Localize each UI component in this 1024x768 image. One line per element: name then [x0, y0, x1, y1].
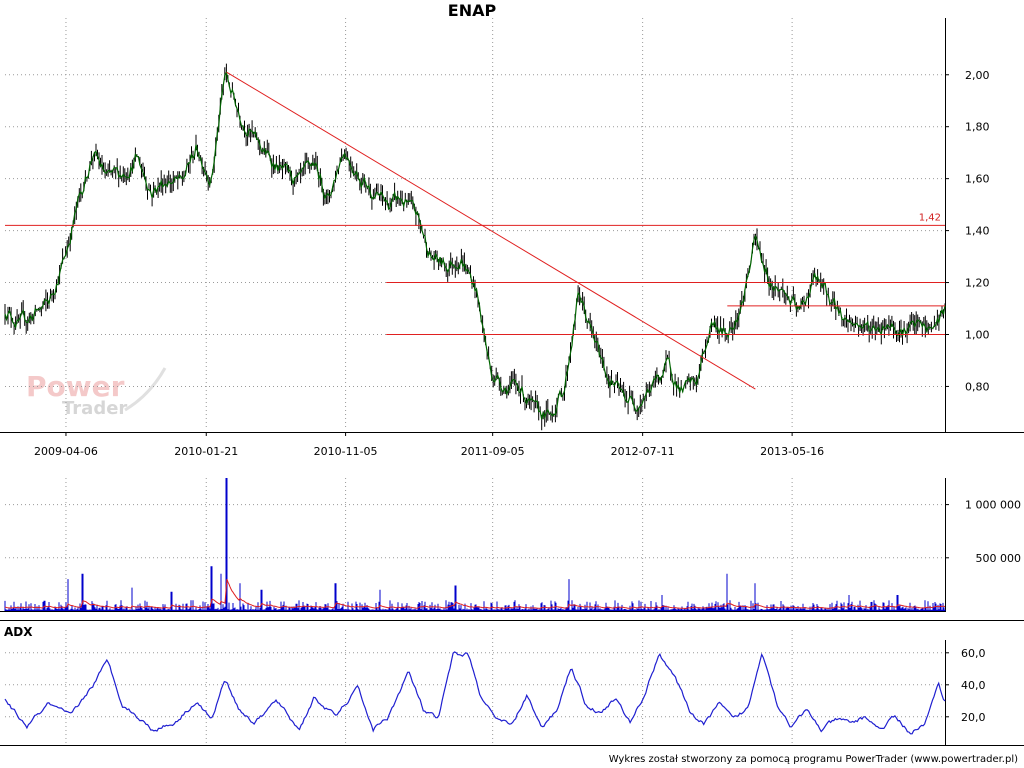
- panel-frames: [0, 18, 1024, 746]
- adx-line: [4, 651, 946, 735]
- price-x-axis: 2009-04-06 2010-01-21 2010-11-05 2011-09-05…: [34, 432, 824, 458]
- trend-line: [226, 71, 756, 390]
- price-panel: [4, 63, 946, 431]
- y-tick-label: 500 000: [976, 552, 1022, 565]
- volume-average-line: [4, 579, 946, 610]
- adx-panel: [4, 651, 946, 735]
- volume-y-axis: 500 000 1 000 000: [945, 499, 1021, 565]
- adx-title: ADX: [4, 625, 33, 639]
- footer-credit: Wykres został stworzony za pomocą progra…: [609, 754, 1018, 765]
- price-candles: [4, 63, 946, 431]
- logo-word-power: Power: [26, 370, 125, 403]
- y-tick-label: 1,00: [965, 328, 990, 341]
- y-tick-label: 1,60: [965, 173, 990, 186]
- x-tick-label: 2012-07-11: [611, 445, 675, 458]
- x-tick-label: 2010-11-05: [314, 445, 378, 458]
- volume-panel: [4, 478, 946, 611]
- y-tick-label: 60,0: [961, 647, 986, 660]
- y-tick-label: 2,00: [965, 69, 990, 82]
- x-tick-label: 2011-09-05: [461, 445, 525, 458]
- y-tick-label: 1,80: [965, 121, 990, 134]
- grid: [5, 18, 945, 744]
- price-y-axis: 0,80 1,00 1,20 1,40 1,60 1,80 2,00: [945, 69, 990, 393]
- y-tick-label: 20,0: [961, 711, 986, 724]
- price-levels: 1,42: [5, 71, 945, 390]
- x-tick-label: 2013-05-16: [760, 445, 824, 458]
- powertrader-logo: Power Trader: [26, 367, 167, 419]
- volume-bars: [4, 478, 946, 611]
- level-label: 1,42: [919, 212, 941, 223]
- y-tick-label: 1 000 000: [965, 499, 1021, 512]
- logo-swoosh-icon: [124, 367, 167, 412]
- y-tick-label: 40,0: [961, 679, 986, 692]
- x-tick-label: 2009-04-06: [34, 445, 98, 458]
- logo-word-trader: Trader: [62, 398, 127, 419]
- y-tick-label: 1,40: [965, 225, 990, 238]
- adx-y-axis: 20,0 40,0 60,0: [945, 647, 986, 724]
- price-line: [4, 70, 946, 420]
- x-tick-label: 2010-01-21: [174, 445, 238, 458]
- y-tick-label: 1,20: [965, 277, 990, 290]
- chart-title: ENAP: [448, 1, 497, 20]
- y-tick-label: 0,80: [965, 380, 990, 393]
